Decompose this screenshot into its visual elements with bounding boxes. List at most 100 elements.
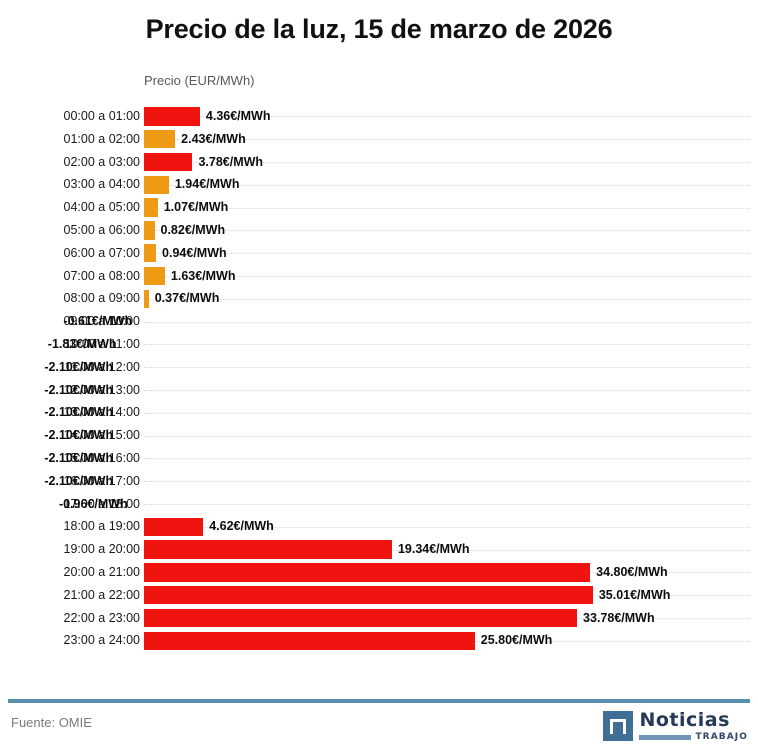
bar-value-label: -2.10€/MWh <box>44 382 114 397</box>
gridline <box>144 526 750 528</box>
chart-row: 06:00 a 07:00 0.94€/MWh <box>0 242 758 265</box>
category-label: 10:00 a 11:00 <box>64 336 140 351</box>
bar-value-label: 19.34€/MWh <box>397 542 470 557</box>
bar-value-label: -0.61€/MWh <box>63 314 133 329</box>
bar-container: 25.80€/MWh <box>144 629 758 652</box>
chart-row: 18:00 a 19:00 4.62€/MWh <box>0 515 758 538</box>
bar-value-label: -1.83€/MWh <box>47 336 117 351</box>
bar-value-label: 4.36€/MWh <box>205 109 271 123</box>
bar-container: 35.01€/MWh <box>144 584 758 607</box>
bar-chart-plot-area: 00:00 a 01:00 4.36€/MWh 01:00 a 02:00 2.43€… <box>0 105 758 673</box>
chart-bar <box>144 175 169 194</box>
bar-value-label: 4.62€/MWh <box>209 519 274 534</box>
gridline <box>144 503 750 505</box>
bar-container: 0.37€/MWh <box>144 287 758 310</box>
bar-container: 0.82€/MWh <box>144 219 758 242</box>
bar-container: 3.78€/MWh <box>144 151 758 174</box>
chart-row: 17:00 a 18:00 -0.96€/MWh <box>0 493 758 516</box>
chart-bar <box>144 631 475 650</box>
bar-value-label: 0.37€/MWh <box>154 291 220 306</box>
gridline <box>144 207 750 209</box>
gridline <box>144 481 750 483</box>
logo-subtitle: TRABAJO <box>695 731 748 742</box>
chart-row: 02:00 a 03:00 3.78€/MWh <box>0 151 758 174</box>
chart-row: 05:00 a 06:00 0.82€/MWh <box>0 219 758 242</box>
bar-container: 2.43€/MWh <box>144 128 758 151</box>
bar-value-label: 33.78€/MWh <box>583 610 655 625</box>
gridline <box>144 184 750 186</box>
gridline <box>144 253 750 255</box>
chart-bar <box>144 221 155 240</box>
bar-value-label: 2.43€/MWh <box>181 131 246 146</box>
category-label: 06:00 a 07:00 <box>63 245 140 260</box>
bar-value-label: 3.78€/MWh <box>198 154 264 169</box>
chart-row: 13:00 a 14:00 -2.10€/MWh <box>0 401 758 424</box>
chart-row: 11:00 a 12:00 -2.10€/MWh <box>0 356 758 379</box>
category-label: 20:00 a 21:00 <box>63 564 140 579</box>
bar-value-label: 1.63€/MWh <box>170 268 236 283</box>
bar-container: -2.10€/MWh <box>44 470 758 493</box>
category-label: 13:00 a 14:00 <box>63 405 140 420</box>
bar-container: -2.10€/MWh <box>44 447 758 470</box>
chart-row: 16:00 a 17:00 -2.10€/MWh <box>0 470 758 493</box>
chart-bar <box>144 517 204 536</box>
bar-value-label: 34.80€/MWh <box>596 564 668 579</box>
gridline <box>144 344 750 346</box>
chart-row: 07:00 a 08:00 1.63€/MWh <box>0 265 758 288</box>
category-label: 18:00 a 19:00 <box>63 519 140 534</box>
bar-container: 1.07€/MWh <box>144 196 758 219</box>
bar-container: 34.80€/MWh <box>144 561 758 584</box>
bar-value-label: -2.10€/MWh <box>44 359 114 374</box>
category-label: 22:00 a 23:00 <box>63 610 140 625</box>
gridline <box>144 275 750 277</box>
bar-value-label: -2.10€/MWh <box>44 405 114 420</box>
category-label: 09:00 a 10:00 <box>63 314 140 329</box>
bar-container: -0.61€/MWh <box>63 310 758 333</box>
chart-row: 22:00 a 23:00 33.78€/MWh <box>0 607 758 630</box>
chart-bar <box>144 540 392 559</box>
category-label: 21:00 a 22:00 <box>63 587 140 602</box>
chart-row: 00:00 a 01:00 4.36€/MWh <box>0 105 758 128</box>
bar-value-label: -0.96€/MWh <box>58 496 128 511</box>
category-label: 05:00 a 06:00 <box>63 222 140 237</box>
logo: Noticias TRABAJO <box>603 708 748 744</box>
category-label: 00:00 a 01:00 <box>63 109 140 123</box>
logo-subtitle-row: TRABAJO <box>639 731 748 742</box>
bar-container: -0.96€/MWh <box>59 493 758 516</box>
category-label: 19:00 a 20:00 <box>63 542 140 557</box>
bar-container: 0.94€/MWh <box>144 242 758 265</box>
bar-value-label: 25.80€/MWh <box>480 633 553 648</box>
gridline <box>144 458 750 460</box>
axis-label: Precio (EUR/MWh) <box>144 73 255 88</box>
chart-row: 15:00 a 16:00 -2.10€/MWh <box>0 447 758 470</box>
category-label: 11:00 a 12:00 <box>64 359 140 374</box>
bar-container: 33.78€/MWh <box>144 607 758 630</box>
bar-container: -1.83€/MWh <box>48 333 758 356</box>
bar-value-label: 35.01€/MWh <box>598 587 671 602</box>
category-label: 16:00 a 17:00 <box>63 473 140 488</box>
category-label: 23:00 a 24:00 <box>63 633 140 648</box>
category-label: 14:00 a 15:00 <box>63 428 140 443</box>
bar-container: -2.10€/MWh <box>44 356 758 379</box>
chart-row: 12:00 a 13:00 -2.10€/MWh <box>0 379 758 402</box>
footer-divider <box>8 699 750 703</box>
chart-bar <box>144 107 200 126</box>
bar-container: 1.63€/MWh <box>144 265 758 288</box>
category-label: 02:00 a 03:00 <box>63 154 140 169</box>
bar-value-label: 0.94€/MWh <box>162 245 227 260</box>
chart-row: 01:00 a 02:00 2.43€/MWh <box>0 128 758 151</box>
bar-container: 4.62€/MWh <box>144 515 758 538</box>
category-label: 07:00 a 08:00 <box>63 268 140 283</box>
chart-bar <box>144 243 157 263</box>
category-label: 01:00 a 02:00 <box>63 131 140 146</box>
chart-row: 08:00 a 09:00 0.37€/MWh <box>0 287 758 310</box>
gridline <box>144 230 750 232</box>
gridline <box>144 435 750 437</box>
chart-row: 20:00 a 21:00 34.80€/MWh <box>0 561 758 584</box>
gridline <box>144 367 750 369</box>
chart-bar <box>144 289 149 308</box>
category-label: 12:00 a 13:00 <box>63 382 140 397</box>
category-label: 04:00 a 05:00 <box>63 200 140 215</box>
logo-text: Noticias TRABAJO <box>639 710 748 742</box>
bar-container: -2.10€/MWh <box>44 379 758 402</box>
